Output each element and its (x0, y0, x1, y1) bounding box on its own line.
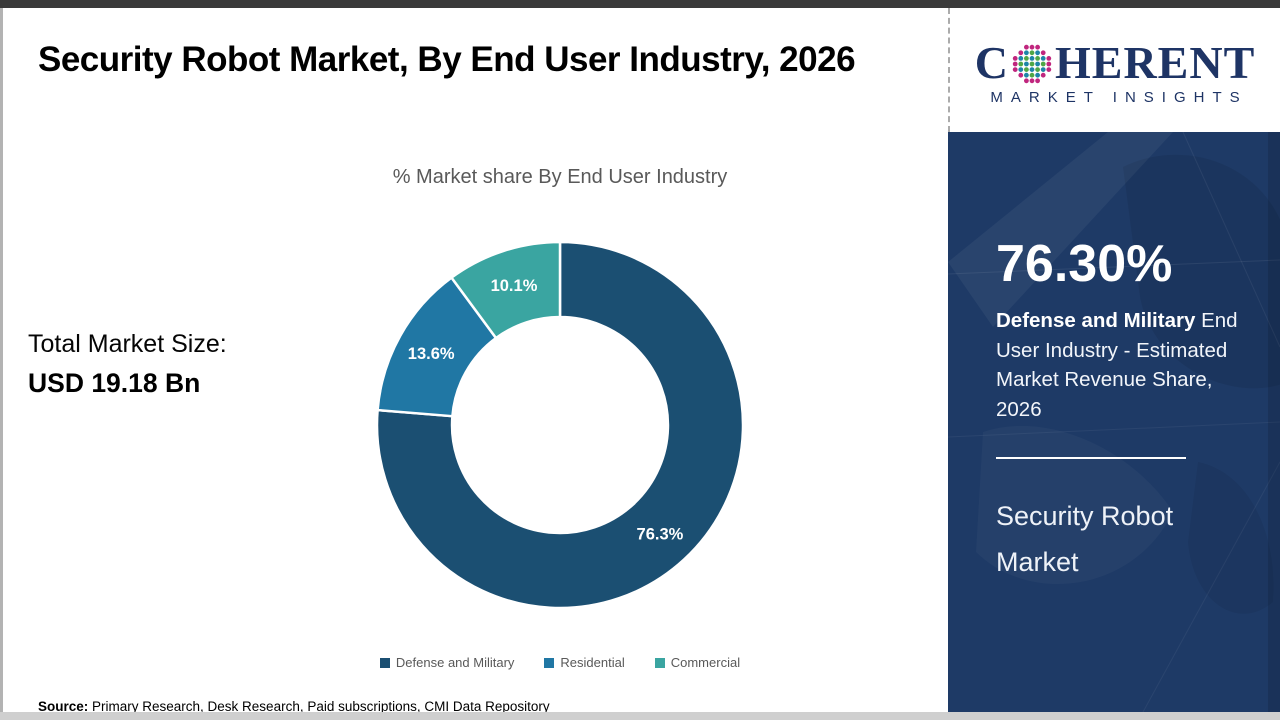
coherent-logo: C HERENT (975, 40, 1256, 86)
logo-globe-icon (1012, 44, 1052, 84)
total-market-size: Total Market Size: USD 19.18 Bn (28, 330, 227, 399)
legend-swatch (544, 657, 555, 668)
highlight-segment-name: Defense and Military (996, 309, 1196, 332)
market-size-value: USD 19.18 Bn (28, 368, 201, 398)
source-text: Primary Research, Desk Research, Paid su… (88, 699, 550, 714)
sidebar-panel: 76.30% Defense and Military End User Ind… (948, 132, 1280, 712)
donut-slice-commercial (449, 240, 562, 340)
donut-slice-defense-and-military (375, 240, 745, 610)
main-content: Security Robot Market, By End User Indus… (3, 8, 948, 714)
highlight-description-rest: End User Industry - Estimated Market Rev… (996, 309, 1238, 421)
logo-area: C HERENT MARKET INSIGHTS (948, 8, 1280, 132)
slice-label-residential: 13.6% (408, 345, 455, 363)
slice-label-commercial: 10.1% (491, 277, 538, 295)
page-title: Security Robot Market, By End User Indus… (38, 40, 856, 79)
left-window-edge (0, 8, 3, 712)
donut-chart: 76.3% 13.6% 10.1% (375, 240, 745, 610)
chart-legend: Defense and Military Residential Commercia… (250, 655, 870, 670)
source-note: Source: Primary Research, Desk Research,… (38, 699, 550, 714)
legend-item-residential: Residential (544, 655, 625, 670)
chart-title: % Market share By End User Industry (392, 166, 728, 188)
legend-item-commercial: Commercial (654, 655, 741, 670)
top-window-edge (0, 0, 1280, 8)
logo-brand-prefix: C (974, 37, 1009, 88)
legend-label: Commercial (670, 655, 741, 670)
sidebar: C HERENT MARKET INSIGHTS 76.30% Defense … (948, 8, 1280, 712)
highlight-value: 76.30% (996, 235, 1173, 293)
sidebar-panel-title: Security Robot Market (996, 501, 1174, 577)
legend-label: Defense and Military (395, 655, 515, 670)
world-map-texture (948, 132, 1280, 712)
highlight-description: Defense and Military End User Industry -… (996, 306, 1258, 424)
logo-brand-suffix: HERENT (1054, 37, 1256, 88)
sidebar-divider (996, 457, 1186, 459)
legend-item-defense-and-military: Defense and Military (379, 655, 515, 670)
logo-tagline: MARKET INSIGHTS (990, 89, 1248, 106)
legend-swatch (654, 657, 665, 668)
slice-label-defense-and-military: 76.3% (637, 525, 684, 543)
market-size-label: Total Market Size: (28, 330, 227, 358)
source-label: Source: (38, 699, 89, 714)
legend-swatch (379, 657, 390, 668)
bottom-window-edge (0, 712, 1280, 720)
legend-label: Residential (560, 655, 625, 670)
